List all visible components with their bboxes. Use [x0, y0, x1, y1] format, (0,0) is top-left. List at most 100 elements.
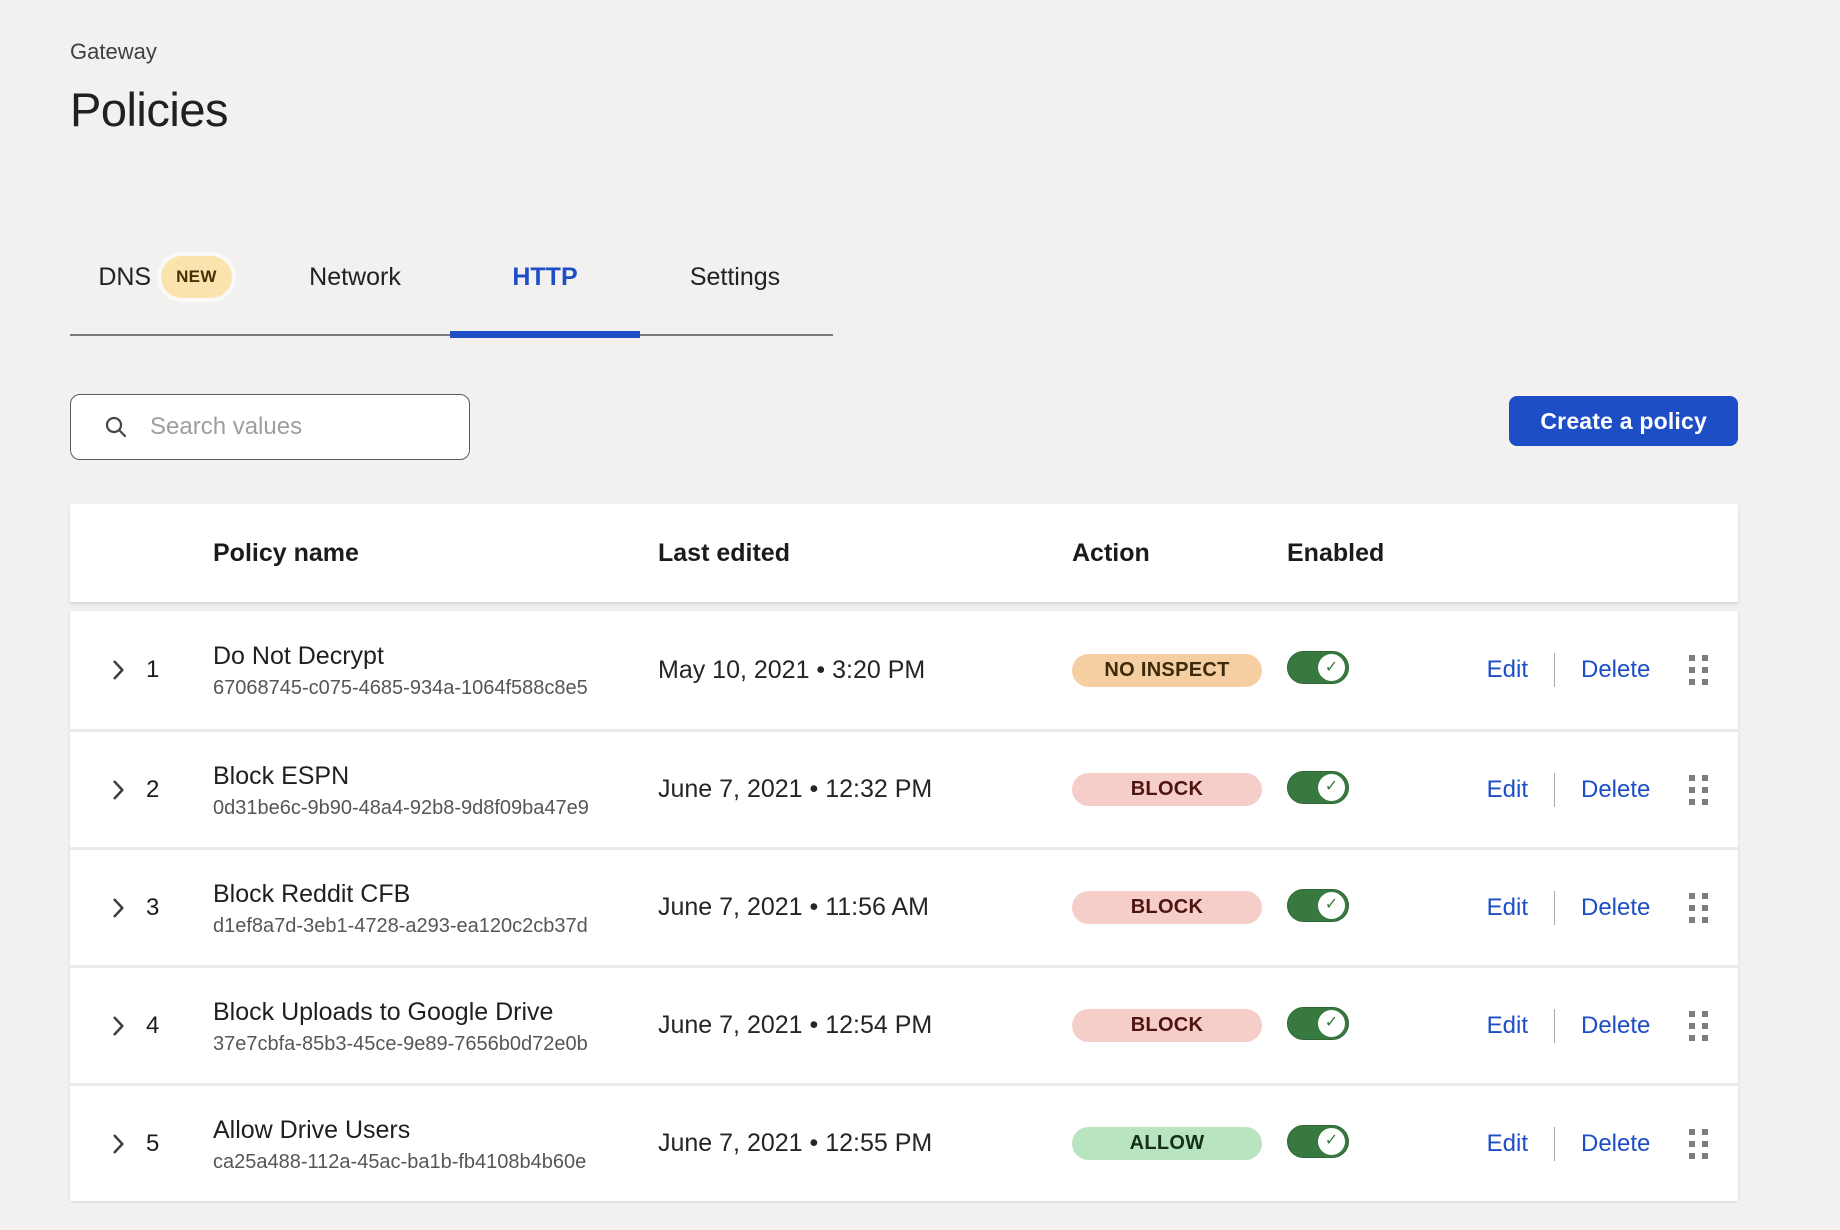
- policy-tabbar: DNS NEW Network HTTP Settings: [70, 256, 833, 338]
- action-badge: BLOCK: [1072, 891, 1262, 924]
- policy-uuid: ca25a488-112a-45ac-ba1b-fb4108b4b60e: [213, 1150, 587, 1173]
- create-policy-button[interactable]: Create a policy: [1509, 396, 1738, 446]
- enabled-cell: ✓: [1287, 770, 1477, 809]
- policy-name: Block Reddit CFB: [213, 879, 411, 908]
- search-icon: [105, 416, 127, 438]
- edit-link[interactable]: Edit: [1486, 1129, 1528, 1157]
- action-badge: ALLOW: [1072, 1127, 1262, 1160]
- last-edited: June 7, 2021 • 12:54 PM: [658, 1011, 933, 1039]
- action-badge: NO INSPECT: [1072, 653, 1262, 687]
- policy-name: Do Not Decrypt: [213, 642, 384, 670]
- enabled-toggle[interactable]: ✓: [1287, 770, 1349, 804]
- expand-row-button[interactable]: [98, 1016, 138, 1036]
- search-box[interactable]: [70, 394, 470, 460]
- gateway-policies-page: Gateway Policies DNS NEW Network HTTP Se…: [70, 39, 1738, 1201]
- policy-name: Allow Drive Users: [213, 1115, 411, 1144]
- chevron-right-icon: [112, 898, 124, 917]
- expand-row-button[interactable]: [98, 780, 138, 800]
- policy-uuid: 0d31be6c-9b90-48a4-92b8-9d8f09ba47e9: [213, 796, 589, 819]
- row-number: 1: [146, 656, 160, 683]
- edit-link[interactable]: Edit: [1486, 893, 1528, 921]
- action-badge: BLOCK: [1072, 1009, 1262, 1042]
- link-divider: [1553, 772, 1555, 807]
- policy-name-cell: Block Reddit CFB d1ef8a7d-3eb1-4728-a293…: [213, 879, 658, 937]
- row-links: Edit Delete: [1477, 890, 1660, 925]
- edit-link[interactable]: Edit: [1486, 1011, 1528, 1039]
- policy-name: Block ESPN: [213, 761, 350, 790]
- chevron-right-icon: [112, 780, 124, 799]
- drag-handle-icon[interactable]: [1689, 892, 1708, 923]
- tab-dns-label: DNS: [98, 263, 152, 291]
- table-row: 4 Block Uploads to Google Drive 37e7cbfa…: [70, 965, 1738, 1083]
- table-row: 1 Do Not Decrypt 67068745-c075-4685-934a…: [70, 611, 1738, 729]
- chevron-right-icon: [112, 660, 124, 680]
- delete-link[interactable]: Delete: [1580, 893, 1651, 921]
- drag-handle-icon[interactable]: [1689, 774, 1708, 805]
- expand-row-button[interactable]: [98, 1134, 138, 1154]
- tab-network[interactable]: Network: [260, 256, 450, 334]
- enabled-toggle[interactable]: ✓: [1287, 1006, 1349, 1040]
- row-number: 4: [146, 1011, 160, 1039]
- tab-dns[interactable]: DNS NEW: [70, 256, 260, 334]
- link-divider: [1553, 1008, 1555, 1043]
- enabled-cell: ✓: [1287, 888, 1477, 927]
- toggle-check-icon: ✓: [1318, 654, 1345, 681]
- toggle-check-icon: ✓: [1318, 1127, 1345, 1155]
- row-links: Edit Delete: [1477, 653, 1660, 687]
- row-number: 5: [146, 1129, 160, 1157]
- tab-http-label: HTTP: [512, 263, 578, 291]
- delete-link[interactable]: Delete: [1580, 775, 1651, 803]
- column-action: Action: [1072, 538, 1150, 567]
- enabled-toggle[interactable]: ✓: [1287, 888, 1349, 922]
- enabled-cell: ✓: [1287, 1006, 1477, 1045]
- policy-name-cell: Allow Drive Users ca25a488-112a-45ac-ba1…: [213, 1115, 658, 1173]
- drag-handle-icon[interactable]: [1689, 655, 1708, 685]
- expand-row-button[interactable]: [98, 660, 138, 680]
- policy-name-cell: Do Not Decrypt 67068745-c075-4685-934a-1…: [213, 641, 658, 699]
- edit-link[interactable]: Edit: [1486, 656, 1528, 683]
- expand-row-button[interactable]: [98, 898, 138, 918]
- table-row: 3 Block Reddit CFB d1ef8a7d-3eb1-4728-a2…: [70, 847, 1738, 965]
- row-links: Edit Delete: [1477, 1008, 1660, 1043]
- table-row: 2 Block ESPN 0d31be6c-9b90-48a4-92b8-9d8…: [70, 729, 1738, 847]
- link-divider: [1553, 890, 1555, 925]
- enabled-toggle[interactable]: ✓: [1287, 651, 1349, 684]
- row-links: Edit Delete: [1477, 1126, 1660, 1161]
- last-edited: May 10, 2021 • 3:20 PM: [658, 655, 926, 684]
- link-divider: [1553, 653, 1555, 687]
- policy-name: Block Uploads to Google Drive: [213, 997, 554, 1026]
- enabled-cell: ✓: [1287, 651, 1477, 689]
- page-title: Policies: [70, 83, 228, 136]
- action-badge: BLOCK: [1072, 773, 1262, 806]
- policy-uuid: d1ef8a7d-3eb1-4728-a293-ea120c2cb37d: [213, 914, 588, 937]
- tab-settings[interactable]: Settings: [640, 256, 830, 334]
- column-last-edited: Last edited: [658, 538, 790, 567]
- tab-network-label: Network: [309, 263, 401, 291]
- edit-link[interactable]: Edit: [1486, 775, 1528, 803]
- policies-table: Policy name Last edited Action Enabled 1…: [70, 504, 1738, 1201]
- table-row: 5 Allow Drive Users ca25a488-112a-45ac-b…: [70, 1083, 1738, 1201]
- row-number: 3: [146, 893, 160, 921]
- action-cell: ALLOW: [1072, 1127, 1287, 1160]
- drag-handle-icon[interactable]: [1689, 1128, 1708, 1159]
- row-number: 2: [146, 775, 160, 803]
- delete-link[interactable]: Delete: [1580, 656, 1651, 683]
- tab-settings-label: Settings: [689, 263, 781, 291]
- column-enabled: Enabled: [1287, 538, 1385, 567]
- new-badge: NEW: [161, 256, 232, 298]
- toggle-check-icon: ✓: [1318, 773, 1345, 801]
- chevron-right-icon: [112, 1134, 124, 1153]
- toolbar: Create a policy: [70, 394, 1738, 460]
- drag-handle-icon[interactable]: [1689, 1010, 1708, 1041]
- enabled-cell: ✓: [1287, 1124, 1477, 1163]
- delete-link[interactable]: Delete: [1580, 1011, 1651, 1039]
- last-edited: June 7, 2021 • 11:56 AM: [658, 893, 929, 921]
- last-edited: June 7, 2021 • 12:55 PM: [658, 1129, 933, 1157]
- delete-link[interactable]: Delete: [1580, 1129, 1651, 1157]
- breadcrumb: Gateway: [70, 39, 157, 64]
- toggle-check-icon: ✓: [1318, 891, 1345, 919]
- action-cell: BLOCK: [1072, 773, 1287, 806]
- enabled-toggle[interactable]: ✓: [1287, 1124, 1349, 1158]
- search-input[interactable]: [148, 412, 462, 442]
- tab-http[interactable]: HTTP: [450, 256, 640, 338]
